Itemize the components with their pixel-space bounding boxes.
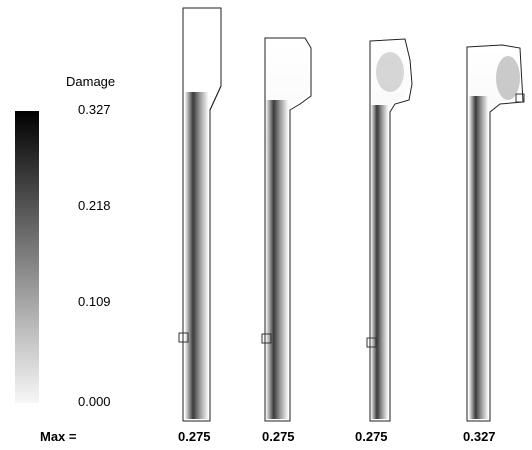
specimen-1 [178,7,222,422]
legend-tick-2: 0.218 [78,198,111,213]
specimen-3 [366,38,413,422]
legend-tick-3: 0.109 [78,294,111,309]
specimen-2 [261,37,312,422]
marker-box [178,332,189,343]
max-label: Max = [40,429,77,444]
legend-tick-max: 0.327 [78,102,111,117]
marker-box [366,337,377,348]
marker-box [261,333,272,344]
legend-tick-min: 0.000 [78,394,111,409]
legend-title: Damage [66,74,116,89]
max-value-4: 0.327 [463,429,496,444]
max-value-1: 0.275 [178,429,211,444]
marker-box [515,93,525,103]
specimen-4 [466,44,525,422]
damage-colorbar [15,111,39,403]
max-value-2: 0.275 [262,429,295,444]
max-value-3: 0.275 [355,429,388,444]
